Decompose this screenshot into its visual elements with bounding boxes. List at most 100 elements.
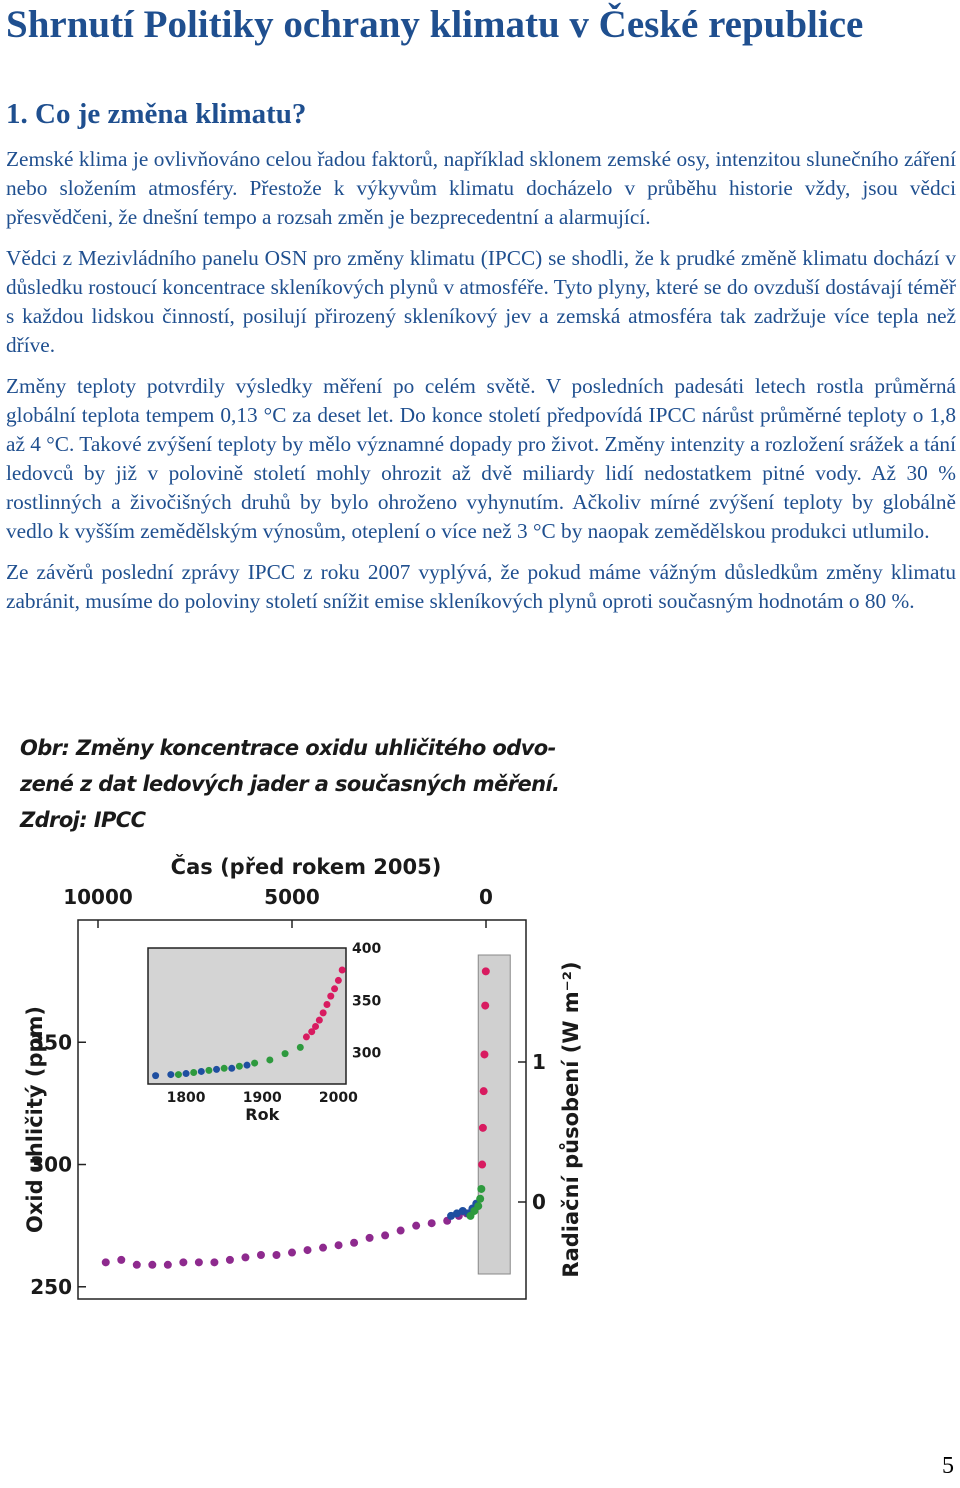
inset-data-point bbox=[302, 1033, 310, 1041]
y-right-tick-label: 0 bbox=[532, 1190, 546, 1214]
inset-data-point bbox=[327, 992, 335, 1000]
paragraph-sentence: Vědci z Mezivládního panelu OSN pro změn… bbox=[6, 246, 956, 299]
inset-data-point bbox=[319, 1009, 327, 1017]
inset-x-axis-label: Rok bbox=[245, 1105, 279, 1124]
data-point bbox=[163, 1260, 172, 1269]
data-point bbox=[481, 1001, 490, 1010]
data-point bbox=[477, 1184, 486, 1193]
paragraph-sentence: Změny intenzity a rozložení srážek a tán… bbox=[6, 432, 957, 485]
paragraph-sentence: Tyto plyny, které se do ovzduší dostávaj… bbox=[6, 275, 956, 357]
co2-figure: Obr: Změny koncentrace oxidu uhličitého … bbox=[6, 724, 606, 1309]
data-point bbox=[396, 1226, 405, 1235]
inset-data-point bbox=[205, 1066, 213, 1074]
inset-data-point bbox=[182, 1070, 190, 1078]
inset-data-point bbox=[235, 1062, 243, 1070]
inset-data-point bbox=[296, 1043, 304, 1051]
figure-caption-line: Obr: Změny koncentrace oxidu uhličitého … bbox=[20, 736, 556, 760]
page-number: 5 bbox=[942, 1453, 954, 1479]
inset-x-tick-label: 1800 bbox=[167, 1090, 206, 1106]
paragraph-sentence: Změny teploty potvrdily výsledky měření … bbox=[6, 374, 536, 398]
data-point bbox=[478, 1160, 487, 1169]
y-tick-label: 250 bbox=[30, 1275, 72, 1299]
paragraph-sentence: Ze závěrů poslední zprávy IPCC z roku 20… bbox=[6, 560, 956, 613]
body-text: Zemské klima je ovlivňováno celou řadou … bbox=[6, 145, 956, 628]
inset-data-point bbox=[308, 1028, 316, 1036]
inset-data-point bbox=[338, 966, 346, 974]
y-tick-label: 350 bbox=[30, 1030, 72, 1054]
data-point bbox=[479, 1087, 488, 1096]
data-point bbox=[101, 1258, 110, 1267]
inset-data-point bbox=[213, 1065, 221, 1073]
data-point bbox=[303, 1246, 312, 1255]
inset-y-tick-label: 300 bbox=[352, 1046, 381, 1062]
data-point bbox=[241, 1253, 250, 1262]
inset-data-point bbox=[266, 1056, 274, 1064]
paragraph: Vědci z Mezivládního panelu OSN pro změn… bbox=[6, 244, 956, 360]
data-point bbox=[179, 1258, 188, 1267]
inset-data-point bbox=[323, 1000, 331, 1008]
paragraph-sentence: Přestože k výkyvům klimatu docházelo v p… bbox=[6, 176, 956, 229]
data-point bbox=[481, 967, 490, 976]
paragraph-sentence: V posledních padesáti letech rostla prům… bbox=[6, 374, 956, 427]
inset-data-point bbox=[174, 1071, 182, 1079]
paragraph-sentence: Až 30 % rostlinných a živočišných druhů … bbox=[6, 461, 956, 514]
co2-chart: Čas (před rokem 2005) 10000 5000 0 250 300 350… bbox=[23, 854, 583, 1300]
inset-data-point bbox=[334, 976, 342, 984]
data-point bbox=[319, 1243, 328, 1252]
inset-data-point bbox=[197, 1067, 205, 1075]
paragraph-sentence: Takové zvýšení teploty by mělo významné … bbox=[74, 432, 600, 456]
y-right-tick-label: 1 bbox=[532, 1050, 546, 1074]
inset-data-point bbox=[167, 1071, 175, 1079]
data-point bbox=[474, 1202, 483, 1211]
section-heading: 1. Co je změna klimatu? bbox=[6, 98, 307, 130]
inset-data-point bbox=[152, 1072, 160, 1080]
data-point bbox=[476, 1194, 485, 1203]
inset-data-point bbox=[281, 1050, 289, 1058]
data-point bbox=[256, 1250, 265, 1259]
data-point bbox=[478, 1123, 487, 1132]
y-axis-label: Oxid uhličitý (ppm) bbox=[23, 1006, 47, 1233]
data-point bbox=[412, 1221, 421, 1230]
data-point bbox=[194, 1258, 203, 1267]
inset-data-point bbox=[251, 1059, 259, 1067]
data-point bbox=[334, 1241, 343, 1250]
data-point bbox=[350, 1238, 359, 1247]
inset-data-point bbox=[190, 1068, 198, 1076]
x-tick-label: 10000 bbox=[63, 885, 133, 909]
x-tick-label: 5000 bbox=[264, 885, 320, 909]
paragraph-sentence: Do konce století předpovídá IPCC nárůst … bbox=[6, 403, 956, 456]
paragraph: Ze závěrů poslední zprávy IPCC z roku 20… bbox=[6, 558, 956, 616]
paragraph: Změny teploty potvrdily výsledky měření … bbox=[6, 372, 956, 546]
data-point bbox=[427, 1219, 436, 1228]
y-tick-label: 300 bbox=[30, 1153, 72, 1177]
data-point bbox=[272, 1250, 281, 1259]
inset-data-point bbox=[312, 1022, 320, 1030]
data-point bbox=[210, 1258, 219, 1267]
inset-y-tick-label: 350 bbox=[352, 993, 381, 1009]
inset-plot-frame bbox=[147, 947, 347, 1085]
data-point bbox=[148, 1260, 157, 1269]
inset-x-tick-label: 2000 bbox=[319, 1090, 358, 1106]
page-title: Shrnutí Politiky ochrany klimatu v České… bbox=[6, 3, 864, 46]
y-right-axis-label: Radiační působení (W m⁻²) bbox=[559, 961, 583, 1277]
data-point bbox=[132, 1260, 141, 1269]
x-axis-label: Čas (před rokem 2005) bbox=[171, 854, 442, 879]
x-tick-label: 0 bbox=[479, 885, 493, 909]
inset-y-tick-label: 400 bbox=[352, 941, 381, 957]
data-point bbox=[288, 1248, 296, 1257]
inset-data-point bbox=[315, 1016, 323, 1024]
data-point bbox=[365, 1233, 374, 1242]
figure-caption-line: Zdroj: IPCC bbox=[20, 808, 146, 832]
inset-data-point bbox=[331, 985, 339, 993]
paragraph-sentence: Zemské klima je ovlivňováno celou řadou … bbox=[6, 147, 956, 200]
inset-data-point bbox=[243, 1061, 251, 1069]
main-plot-frame bbox=[77, 919, 527, 1300]
data-point bbox=[117, 1255, 126, 1264]
inset-x-tick-label: 1900 bbox=[243, 1090, 282, 1106]
figure-caption-line: zené z dat ledových jader a současných m… bbox=[20, 772, 560, 796]
figure-caption: Obr: Změny koncentrace oxidu uhličitého … bbox=[20, 730, 560, 838]
paragraph-sentence: Ačkoliv mírné zvýšení teploty by globáln… bbox=[6, 490, 956, 543]
data-point bbox=[381, 1231, 390, 1240]
paragraph: Zemské klima je ovlivňováno celou řadou … bbox=[6, 145, 956, 232]
inset-data-point bbox=[220, 1064, 228, 1072]
